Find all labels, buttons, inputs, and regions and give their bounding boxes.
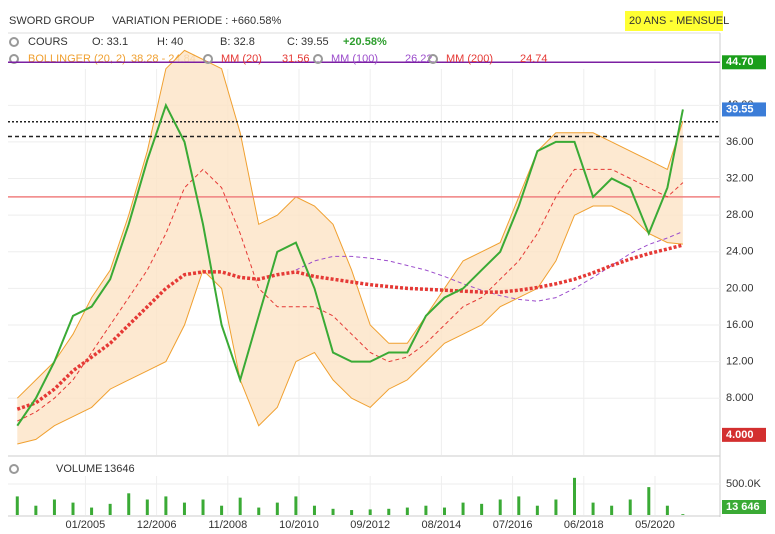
volume-bar	[424, 505, 428, 515]
y-tick-label: 500.0K	[726, 478, 762, 490]
volume-bar	[220, 505, 224, 515]
price-label-box	[722, 55, 766, 70]
volume-bar	[461, 502, 465, 515]
y-tick-label: 12.00	[726, 356, 754, 368]
volume-bar	[498, 499, 502, 515]
y-tick-label: 36.00	[726, 136, 754, 148]
legend-value: 31.56	[282, 53, 310, 65]
volume-bar	[350, 510, 354, 515]
volume-bar	[480, 503, 484, 515]
volume-bar	[108, 503, 112, 515]
period-highlight	[625, 11, 723, 31]
volume-last-label: 13 646	[726, 501, 760, 513]
volume-bar	[182, 502, 186, 515]
moving-average	[17, 168, 684, 422]
volume-bar	[405, 507, 409, 515]
price-label-box	[722, 427, 766, 442]
low: B: 32.8	[220, 36, 255, 48]
volume-name: VOLUME	[56, 463, 102, 475]
volume-bar	[554, 499, 558, 515]
close: C: 39.55	[287, 36, 329, 48]
bollinger-lower	[17, 205, 683, 445]
volume-bar	[34, 505, 38, 515]
volume-bar	[52, 499, 56, 515]
volume-bar	[368, 509, 372, 515]
volume-bar	[275, 502, 279, 515]
gear-icon	[428, 54, 438, 64]
period[interactable]: 20 ANS - MENSUEL	[629, 15, 729, 27]
y-tick-label: 16.00	[726, 319, 754, 331]
price-line	[16, 102, 684, 427]
volume-bar	[535, 505, 539, 515]
price-label: 44.70	[726, 56, 754, 68]
volume-bar	[387, 508, 391, 515]
gear-icon	[313, 54, 323, 64]
volume-bar	[238, 497, 242, 515]
x-tick-label: 09/2012	[350, 519, 390, 531]
x-tick-label: 08/2014	[422, 519, 462, 531]
volume-bar	[442, 507, 446, 515]
price-label-box	[722, 102, 766, 117]
y-tick-label: 8.000	[726, 392, 754, 404]
price-name: COURS	[28, 36, 68, 48]
x-tick-label: 01/2005	[66, 519, 106, 531]
gear-icon[interactable]	[9, 37, 19, 47]
volume-bar	[665, 505, 669, 515]
high: H: 40	[157, 36, 183, 48]
gear-icon	[203, 54, 213, 64]
y-tick-label: 24.00	[726, 246, 754, 258]
volume-bar	[201, 499, 205, 515]
volume-bar	[164, 496, 168, 515]
legend-item: MM (20)	[221, 53, 262, 65]
legend-value: 24.74	[520, 53, 548, 65]
volume-bar	[90, 507, 94, 515]
legend-item: MM (100)	[331, 53, 378, 65]
volume-bar	[610, 505, 614, 515]
legend-value: 26.22	[405, 53, 433, 65]
x-tick-label: 05/2020	[635, 519, 675, 531]
chart-title: SWORD GROUP	[9, 15, 95, 27]
volume-bar	[647, 487, 651, 515]
volume-bar	[257, 507, 261, 515]
bollinger-upper	[16, 49, 684, 399]
x-tick-label: 12/2006	[137, 519, 177, 531]
subtitle: VARIATION PERIODE : +660.58%	[112, 15, 281, 27]
y-tick-label: 32.00	[726, 172, 754, 184]
x-tick-label: 07/2016	[493, 519, 533, 531]
volume-value: 13646	[104, 463, 135, 475]
legend-bollinger: BOLLINGER (20, 2)	[28, 53, 126, 65]
volume-bar	[331, 508, 335, 515]
y-tick-label: 20.00	[726, 282, 754, 294]
price-label: 39.55	[726, 103, 754, 115]
x-tick-label: 06/2018	[564, 519, 604, 531]
volume-bar	[681, 514, 685, 515]
moving-average	[16, 243, 684, 411]
bollinger-band	[17, 50, 683, 445]
volume-bar	[127, 493, 131, 515]
x-tick-label: 10/2010	[279, 519, 319, 531]
volume-label-box	[722, 500, 766, 514]
gear-icon[interactable]	[9, 464, 19, 474]
change: +20.58%	[343, 36, 387, 48]
legend-item: MM (200)	[446, 53, 493, 65]
volume-bar	[591, 502, 595, 515]
y-tick-label: 28.00	[726, 209, 754, 221]
open: O: 33.1	[92, 36, 128, 48]
volume-bar	[628, 499, 632, 515]
volume-bar	[294, 496, 298, 515]
volume-bar	[71, 502, 75, 515]
volume-bar	[15, 496, 19, 515]
price-label: 4.000	[726, 429, 754, 441]
volume-bar	[573, 477, 577, 515]
volume-bar	[145, 499, 149, 515]
volume-bar	[517, 496, 521, 515]
x-tick-label: 11/2008	[208, 519, 247, 531]
volume-bar	[312, 505, 316, 515]
